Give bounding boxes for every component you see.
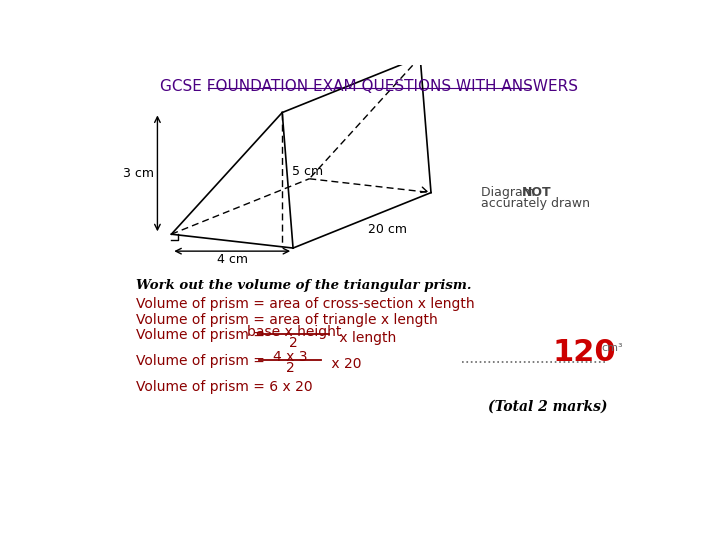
Text: 3 cm: 3 cm	[122, 167, 153, 180]
Text: x length: x length	[335, 331, 396, 345]
Text: 20 cm: 20 cm	[368, 223, 408, 236]
Text: Volume of prism = 6 x 20: Volume of prism = 6 x 20	[137, 381, 313, 395]
Text: Volume of prism =: Volume of prism =	[137, 328, 270, 342]
Text: NOT: NOT	[522, 186, 552, 199]
Text: 4 x 3: 4 x 3	[273, 350, 307, 365]
Text: base x height: base x height	[247, 325, 341, 339]
Text: 2: 2	[289, 336, 298, 350]
Text: Work out the volume of the triangular prism.: Work out the volume of the triangular pr…	[137, 279, 472, 292]
Text: Volume of prism =: Volume of prism =	[137, 354, 270, 368]
Text: GCSE FOUNDATION EXAM QUESTIONS WITH ANSWERS: GCSE FOUNDATION EXAM QUESTIONS WITH ANSW…	[160, 79, 578, 93]
Text: 120: 120	[553, 338, 616, 367]
Text: 2: 2	[286, 361, 294, 375]
Text: Volume of prism = area of cross-section x length: Volume of prism = area of cross-section …	[137, 298, 475, 312]
Text: Diagram: Diagram	[482, 186, 539, 199]
Text: 5 cm: 5 cm	[292, 165, 323, 178]
Text: (Total 2 marks): (Total 2 marks)	[487, 400, 607, 414]
Text: 4 cm: 4 cm	[217, 253, 248, 266]
Text: cm³: cm³	[601, 343, 623, 353]
Text: Volume of prism = area of triangle x length: Volume of prism = area of triangle x len…	[137, 313, 438, 327]
Text: accurately drawn: accurately drawn	[482, 197, 590, 210]
Text: x 20: x 20	[327, 356, 361, 370]
